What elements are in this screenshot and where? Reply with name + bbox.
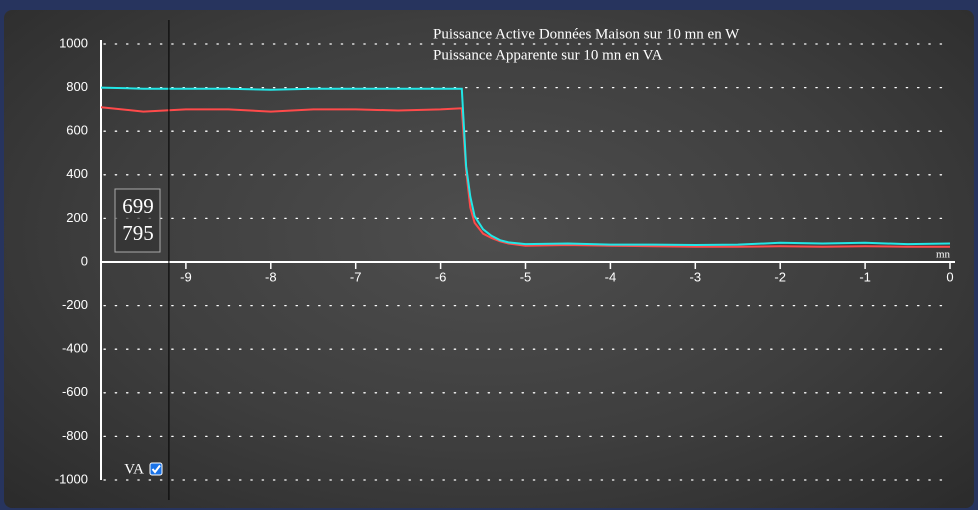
y-tick-label: 800: [66, 79, 88, 94]
x-tick-label: -5: [520, 269, 532, 284]
y-tick-label: 0: [81, 253, 88, 268]
x-axis-label: mn: [936, 249, 951, 261]
y-tick-label: -200: [62, 297, 88, 312]
x-tick-label: -4: [605, 269, 617, 284]
y-tick-label: 400: [66, 166, 88, 181]
readout-value: 795: [122, 221, 154, 245]
y-tick-label: 1000: [59, 35, 88, 50]
x-tick-label: 0: [946, 269, 953, 284]
toggle-checkbox[interactable]: [149, 462, 163, 476]
x-tick-label: -2: [774, 269, 786, 284]
checkbox-check: [151, 464, 161, 474]
checkbox-box: [149, 462, 163, 476]
readout-box: [114, 188, 161, 253]
y-tick-label: -400: [62, 341, 88, 356]
x-tick-label: -3: [690, 269, 702, 284]
legend-entry: Puissance Active Données Maison sur 10 m…: [433, 26, 740, 42]
x-tick-label: -9: [180, 269, 192, 284]
series-line: [100, 86, 951, 247]
readout-value: 699: [122, 194, 154, 218]
legend-entry: Puissance Apparente sur 10 mn en VA: [433, 47, 663, 63]
panel: [4, 10, 974, 508]
x-tick-label: -1: [859, 269, 871, 284]
x-tick-label: -7: [350, 269, 362, 284]
x-tick-label: -8: [265, 269, 277, 284]
y-tick-label: -1000: [55, 471, 88, 486]
x-tick-label: -6: [435, 269, 447, 284]
y-tick-label: 200: [66, 210, 88, 225]
y-tick-label: -600: [62, 384, 88, 399]
toggle-label: VA: [124, 461, 144, 477]
y-tick-label: 600: [66, 123, 88, 138]
y-tick-label: -800: [62, 428, 88, 443]
series-line: [100, 106, 950, 248]
